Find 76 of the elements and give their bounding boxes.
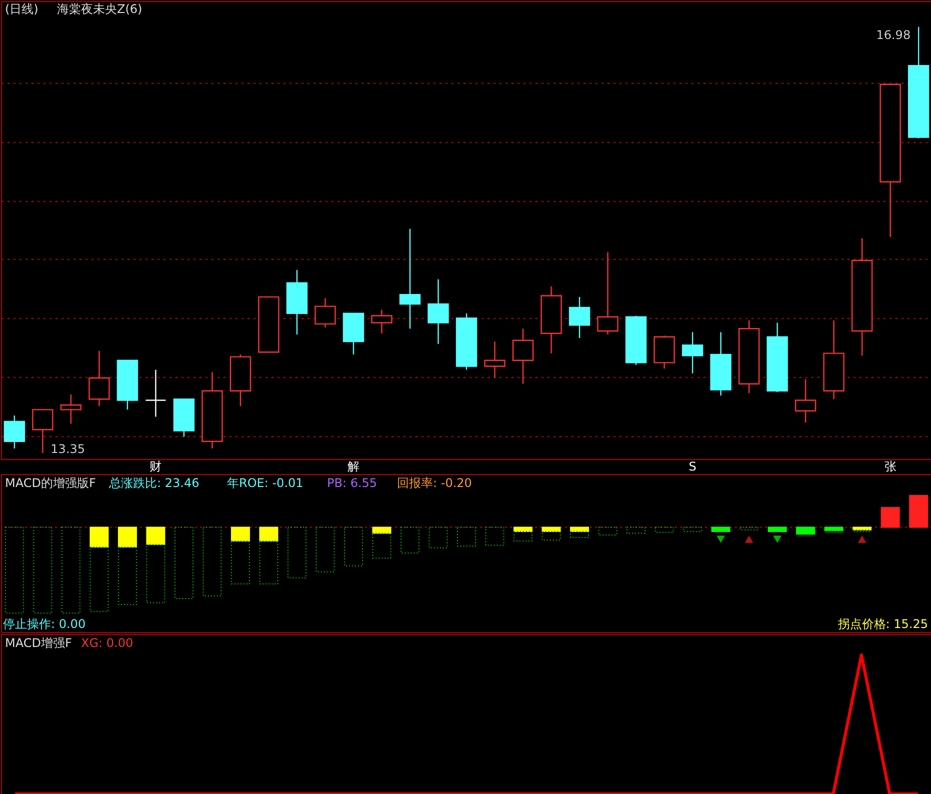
bar	[230, 526, 250, 542]
text: 回报率: -0.20	[397, 476, 472, 490]
bar	[457, 526, 476, 547]
candlestick	[371, 309, 392, 334]
candlestick	[32, 409, 54, 454]
bar	[768, 526, 787, 532]
bar	[852, 526, 872, 530]
text: 年ROE: -0.01	[227, 476, 304, 490]
bar	[344, 526, 363, 566]
bar	[259, 540, 278, 584]
bar	[146, 526, 166, 545]
bar	[570, 531, 590, 538]
bar	[852, 529, 872, 532]
bar	[90, 526, 109, 548]
bar	[824, 530, 844, 533]
x-tick-label: 解	[347, 460, 360, 474]
bar	[287, 526, 306, 578]
text: 拐点价格: 15.25	[836, 617, 928, 631]
text: PB: 6.55	[327, 476, 378, 490]
bar	[259, 526, 278, 542]
bar	[542, 526, 561, 532]
x-tick-label: 财	[150, 460, 162, 474]
candlestick	[399, 228, 421, 330]
candlestick	[314, 298, 336, 328]
bar	[880, 506, 900, 528]
bar	[570, 526, 590, 532]
bar	[33, 526, 52, 614]
bar	[118, 526, 137, 548]
chart-title: (日线)	[5, 2, 38, 16]
bar	[90, 546, 109, 612]
bar	[683, 526, 702, 532]
chart-title: MACD增强F	[5, 636, 72, 650]
bar	[118, 546, 137, 606]
candlestick	[88, 350, 110, 407]
bar	[4, 526, 24, 614]
candlestick	[794, 378, 816, 424]
bar	[711, 526, 730, 532]
bar	[428, 526, 448, 548]
bar	[796, 526, 816, 535]
candlestick	[428, 278, 449, 345]
text: 总涨跌比: 23.46	[108, 476, 200, 490]
bar	[174, 526, 194, 600]
bar	[61, 526, 80, 614]
bar	[400, 526, 420, 554]
bar	[598, 526, 618, 536]
candlestick	[145, 369, 166, 418]
bar	[824, 526, 844, 532]
candlestick	[682, 332, 704, 374]
candlestick	[4, 414, 26, 450]
chart-title: MACD的增强版F	[5, 476, 96, 490]
candlestick	[484, 340, 506, 379]
candlestick	[60, 394, 82, 424]
bar	[372, 526, 392, 534]
bar	[485, 526, 504, 546]
bar	[514, 526, 533, 532]
bar	[146, 544, 166, 604]
bar	[230, 540, 250, 584]
annotation: 16.98	[876, 28, 911, 42]
bar	[654, 526, 674, 533]
x-tick-label: 张	[884, 460, 896, 474]
x-tick-label: S	[688, 460, 696, 474]
bar	[740, 526, 759, 530]
bar	[372, 532, 392, 559]
bar	[316, 526, 335, 572]
chart-subtitle: 海棠夜未央Z(6)	[57, 2, 142, 16]
candlestick	[568, 296, 590, 339]
text: 停止操作: 0.00	[3, 617, 86, 631]
text: XG: 0.00	[81, 636, 134, 650]
bar	[542, 531, 561, 541]
bar	[514, 531, 533, 542]
candlestick	[597, 252, 618, 336]
bar	[626, 526, 646, 534]
annotation: 13.35	[50, 442, 86, 456]
bar	[202, 526, 222, 596]
bar	[909, 494, 928, 528]
candlestick	[512, 328, 534, 384]
